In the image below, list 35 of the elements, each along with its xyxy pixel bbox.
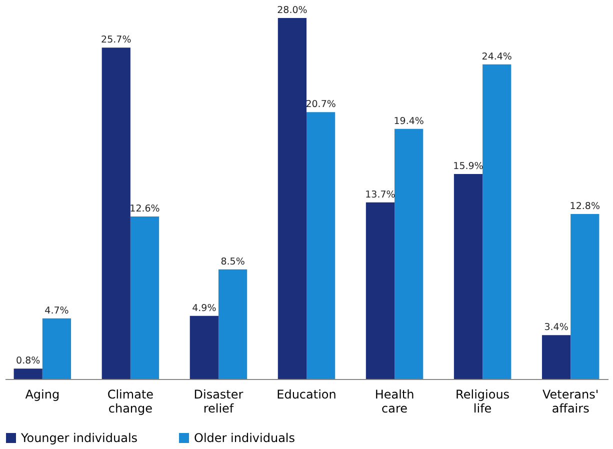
data-label: 28.0% [277, 5, 308, 16]
bar [482, 64, 512, 379]
data-label: 0.8% [16, 356, 40, 367]
bar [218, 269, 248, 379]
data-label: 25.7% [101, 34, 132, 46]
legend-label: Older individuals [194, 431, 296, 445]
data-label: 8.5% [220, 256, 245, 268]
bar [454, 174, 483, 379]
x-tick-label: Veterans' affairs [542, 388, 599, 416]
bar [570, 214, 600, 379]
data-label: 3.4% [544, 322, 568, 334]
bar [190, 316, 218, 379]
x-tick-label: Disaster relief [194, 388, 244, 416]
bar [394, 128, 424, 379]
legend-label: Younger individuals [20, 431, 138, 445]
data-label: 24.4% [482, 51, 512, 62]
data-label: 12.6% [130, 204, 160, 215]
data-label: 12.8% [570, 200, 600, 212]
data-label: 19.4% [394, 116, 424, 127]
bar [14, 368, 42, 379]
data-label: 20.7% [306, 99, 336, 110]
x-tick-label: Health care [374, 388, 414, 416]
bar [42, 318, 72, 379]
x-tick-label: Aging [25, 388, 60, 402]
bar [366, 202, 395, 379]
bar [130, 216, 160, 379]
x-tick-label: Education [276, 388, 336, 402]
bar [278, 18, 306, 379]
bar [102, 48, 130, 379]
data-label: 4.7% [44, 305, 69, 316]
x-tick-label: Religious life [456, 388, 510, 416]
bar [542, 335, 571, 379]
data-label: 4.9% [192, 302, 216, 314]
x-tick-label: Climate change [107, 388, 154, 416]
bar [306, 112, 336, 379]
